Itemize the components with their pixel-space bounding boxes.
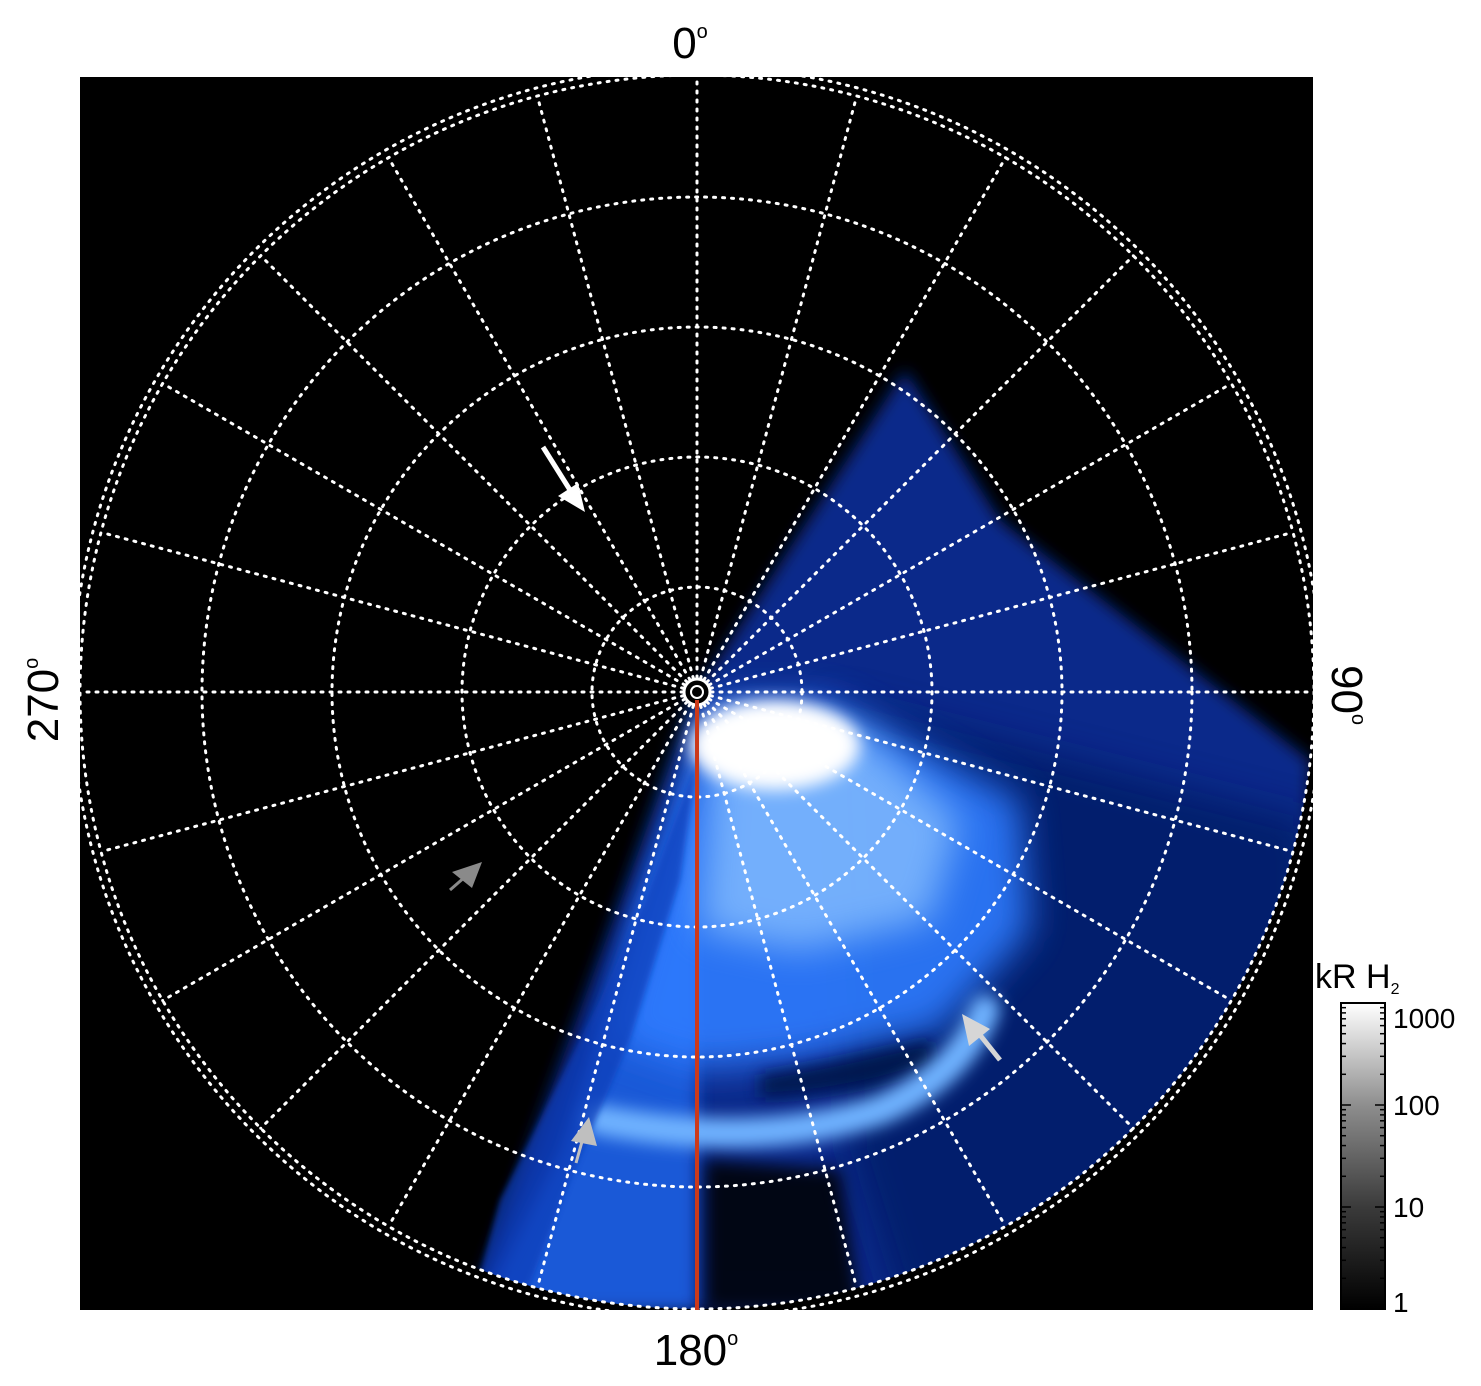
grid-spoke: [535, 94, 695, 680]
colorbar-title: kR H2: [1315, 958, 1400, 998]
grid-spoke: [99, 530, 685, 690]
grid-spoke: [702, 156, 1007, 682]
emission-lower-dark: [705, 1160, 860, 1309]
colorbar-ticks: [1341, 1006, 1385, 1310]
grid-spoke: [259, 254, 689, 684]
colorbar: kR H2 1000 100 10 1: [1315, 958, 1455, 1318]
emission-core: [690, 700, 860, 790]
grid-spoke: [259, 700, 689, 1130]
arrow-white: [540, 445, 585, 512]
label-top: 0o: [672, 19, 708, 68]
colorbar-tick-label: 1: [1393, 1287, 1409, 1318]
label-left: 270o: [19, 658, 68, 743]
arrow-pale-gray: [962, 1014, 1002, 1062]
grid-spoke: [702, 702, 1007, 1228]
grid-spoke: [161, 382, 687, 687]
grid-spoke: [709, 694, 1295, 854]
grid-spoke: [709, 530, 1295, 690]
annotation-arrows: [449, 445, 1002, 1164]
arrow-light-gray: [571, 1117, 597, 1164]
grid-spoke: [699, 704, 859, 1290]
grid-spoke: [705, 700, 1135, 1130]
colorbar-tick-label: 100: [1393, 1090, 1440, 1121]
arrow-dark-gray: [449, 862, 482, 892]
colorbar-gradient: [1340, 1002, 1386, 1310]
grid-spoke: [707, 697, 1233, 1002]
pole-marker: [682, 677, 712, 707]
grid-spoke: [535, 704, 695, 1290]
auroral-emission: [470, 370, 1310, 1309]
grid-spoke: [699, 94, 859, 680]
colorbar-tick-labels: 1000 100 10 1: [1393, 1003, 1455, 1318]
label-bottom: 180o: [654, 1326, 739, 1375]
emission-dark-gap: [760, 1040, 935, 1098]
grid-spoke: [707, 382, 1233, 687]
colorbar-tick-label: 10: [1393, 1192, 1424, 1223]
colorbar-tick-label: 1000: [1393, 1003, 1455, 1034]
label-right: 90o: [1322, 665, 1371, 725]
grid-spoke: [387, 702, 692, 1228]
grid-spoke: [387, 156, 692, 682]
emission-left-edge: [470, 760, 697, 1309]
grid-spoke: [705, 254, 1135, 684]
grid-spoke: [99, 694, 685, 854]
angle-labels: 0o 180o 270o 90o: [19, 19, 1371, 1375]
grid-spoke: [161, 697, 687, 1002]
emission-arc: [585, 995, 1000, 1148]
